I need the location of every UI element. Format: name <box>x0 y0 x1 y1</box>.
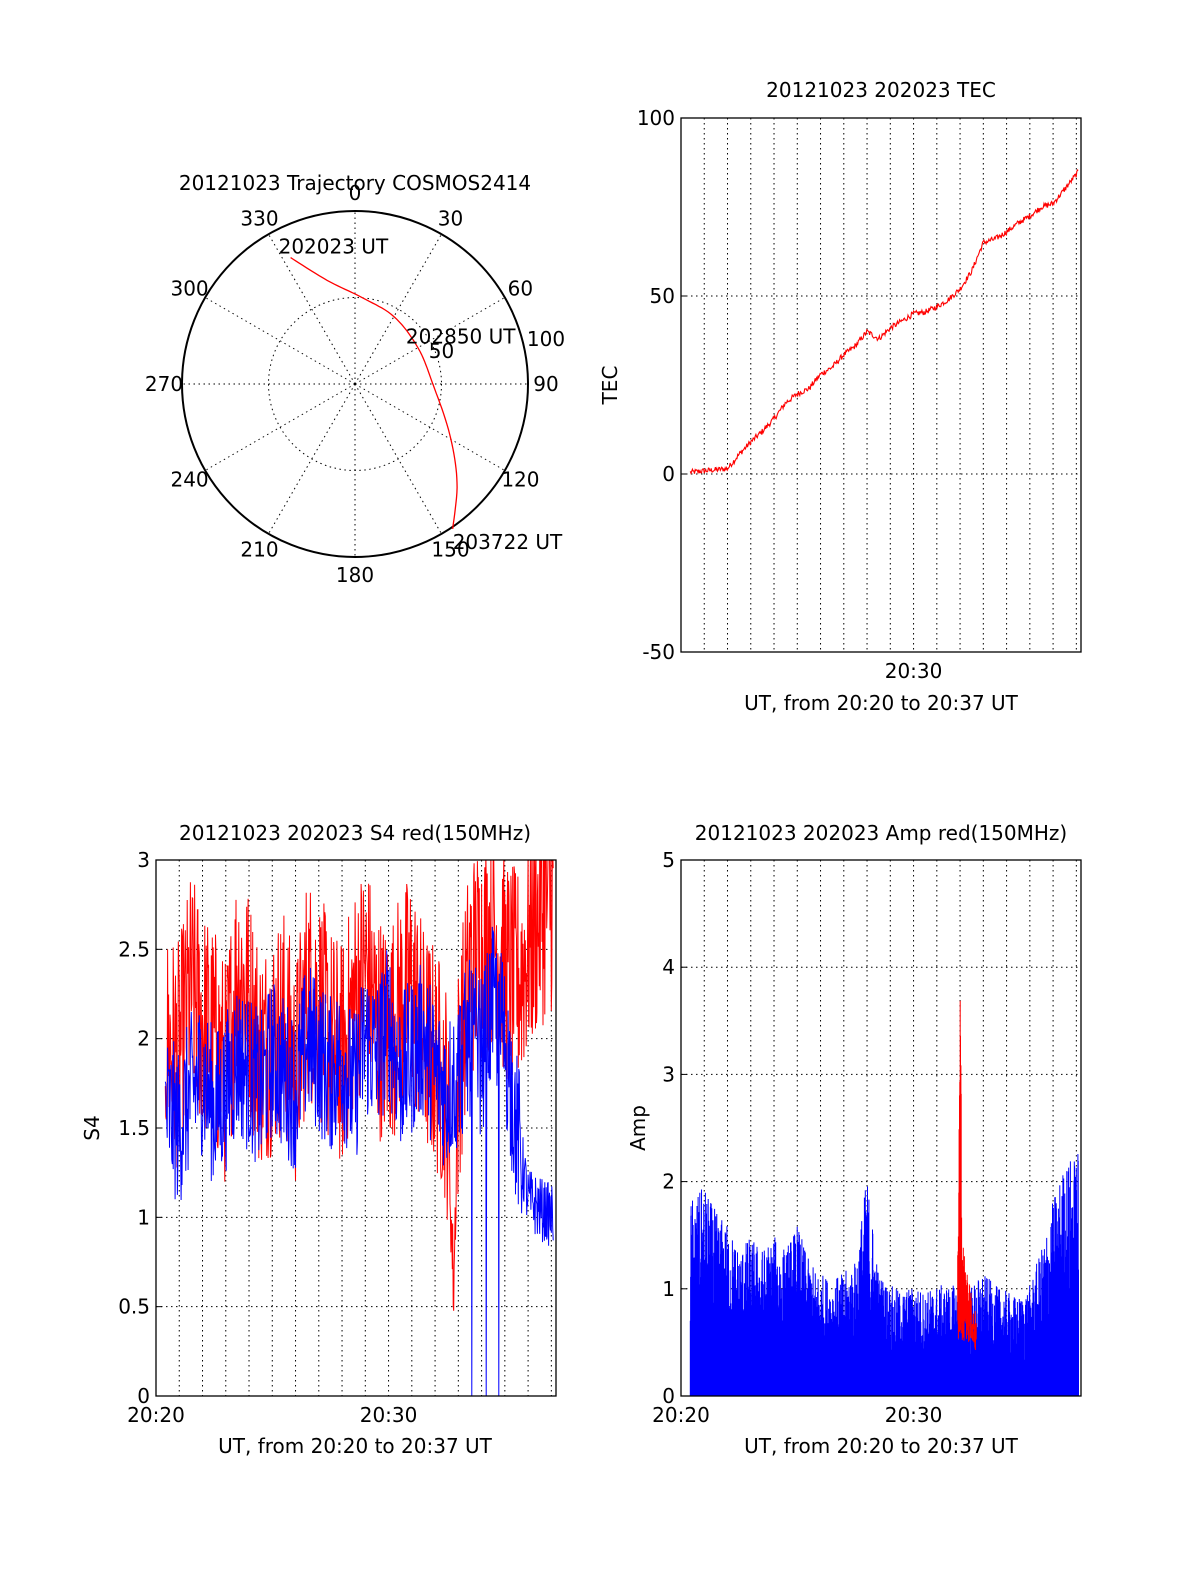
polar-spoke-120 <box>354 383 506 471</box>
y-tick-label: 3 <box>137 848 150 872</box>
polar-spoke-150 <box>354 383 442 535</box>
y-tick-label: 1 <box>662 1277 675 1301</box>
s4-series-line-red <box>164 860 554 1311</box>
polar-spoke-210 <box>268 383 356 535</box>
trajectory-time-label-0: 202023 UT <box>279 235 389 259</box>
polar-angle-label-300: 300 <box>170 277 208 301</box>
y-tick-label: 0 <box>662 462 675 486</box>
x-tick-label: 20:30 <box>360 1403 418 1427</box>
amp-plot-frame <box>680 859 1082 1397</box>
polar-angle-label-240: 240 <box>170 468 208 492</box>
y-tick-label: 3 <box>662 1062 675 1086</box>
s4-chart-panel: 20121023 202023 S4 red(150MHz) 0 0.5 1 1.5 2… <box>80 821 557 1458</box>
amp-y-axis-label: Amp <box>626 1105 650 1151</box>
tec-x-axis-label: UT, from 20:20 to 20:37 UT <box>744 691 1019 715</box>
polar-outer-circle <box>181 210 529 558</box>
y-tick-label: 2.5 <box>118 937 150 961</box>
y-tick-label: -50 <box>642 640 675 664</box>
tec-series-line <box>689 169 1079 475</box>
polar-angle-label-0: 0 <box>349 181 362 205</box>
polar-radius-label-100: 100 <box>527 327 565 351</box>
polar-spoke-60 <box>354 297 506 385</box>
tec-plot-frame <box>680 117 1082 653</box>
y-tick-label: 4 <box>662 955 675 979</box>
s4-title: 20121023 202023 S4 red(150MHz) <box>179 821 531 845</box>
y-tick-label: 0.5 <box>118 1295 150 1319</box>
s4-series-group <box>164 860 554 1396</box>
polar-angle-label-60: 60 <box>508 277 533 301</box>
trajectory-time-label-1: 202850 UT <box>406 325 516 349</box>
x-tick-label: 20:30 <box>885 1403 943 1427</box>
polar-angle-label-210: 210 <box>240 537 278 561</box>
tec-chart-panel: 20121023 202023 TEC -50 0 50 100 20:30 UT, f… <box>598 78 1082 715</box>
y-tick-label: 1.5 <box>118 1116 150 1140</box>
polar-angle-label-150: 150 <box>431 537 469 561</box>
polar-angle-label-180: 180 <box>336 563 374 587</box>
polar-radius-label-50: 50 <box>429 339 454 363</box>
y-tick-label: 0 <box>137 1384 150 1408</box>
polar-angle-label-30: 30 <box>438 207 463 231</box>
trajectory-line <box>290 257 458 529</box>
trajectory-time-label-2: 203722 UT <box>453 530 563 554</box>
tec-y-axis-label: TEC <box>598 366 622 406</box>
x-tick-label: 20:20 <box>127 1403 185 1427</box>
polar-angle-label-120: 120 <box>501 468 539 492</box>
trajectory-polar-panel: 20121023 Trajectory COSMOS2414 0 30 60 90 12… <box>145 171 565 587</box>
polar-spoke-300 <box>204 297 356 385</box>
amp-chart-panel: 20121023 202023 Amp red(150MHz) 0 1 2 3 4 5 20… <box>626 821 1082 1458</box>
polar-spoke-240 <box>204 383 356 471</box>
x-tick-label: 20:30 <box>885 659 943 683</box>
amp-title: 20121023 202023 Amp red(150MHz) <box>695 821 1067 845</box>
y-tick-label: 100 <box>637 106 675 130</box>
s4-y-axis-label: S4 <box>80 1115 104 1140</box>
polar-angle-label-90: 90 <box>533 372 558 396</box>
y-tick-label: 2 <box>662 1170 675 1194</box>
polar-angle-label-330: 330 <box>240 207 278 231</box>
s4-x-axis-label: UT, from 20:20 to 20:37 UT <box>218 1434 493 1458</box>
amp-x-axis-label: UT, from 20:20 to 20:37 UT <box>744 1434 1019 1458</box>
x-tick-label: 20:20 <box>652 1403 710 1427</box>
polar-spoke-330 <box>268 233 356 385</box>
tec-title: 20121023 202023 TEC <box>766 78 996 102</box>
y-tick-label: 0 <box>662 1384 675 1408</box>
polar-spoke-30 <box>354 233 442 385</box>
polar-angle-label-270: 270 <box>145 372 183 396</box>
amp-series-bars-blue <box>689 1154 1079 1396</box>
y-tick-label: 1 <box>137 1205 150 1229</box>
y-tick-label: 50 <box>650 284 675 308</box>
trajectory-title: 20121023 Trajectory COSMOS2414 <box>179 171 531 195</box>
s4-series-line-blue <box>164 926 554 1396</box>
y-tick-label: 2 <box>137 1027 150 1051</box>
y-tick-label: 5 <box>662 848 675 872</box>
amp-series-bars-red <box>957 1000 977 1350</box>
